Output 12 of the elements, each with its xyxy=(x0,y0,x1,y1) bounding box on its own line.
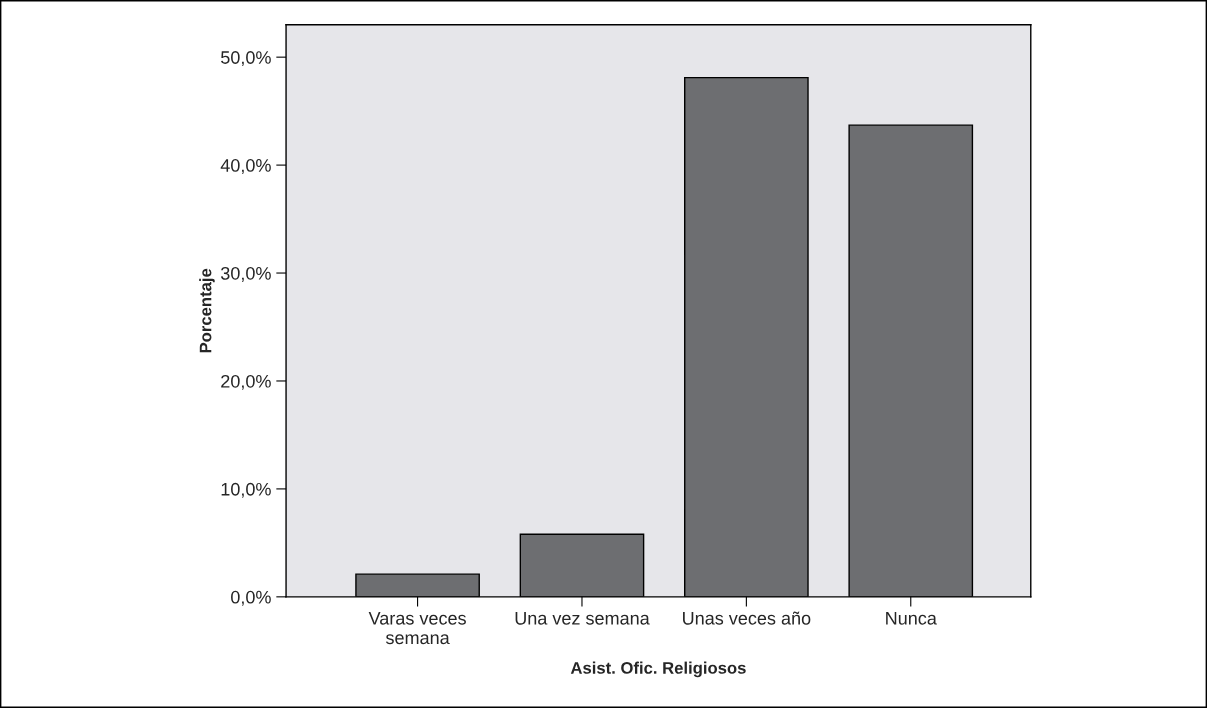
y-tick-label: 20,0% xyxy=(221,374,271,390)
y-axis-title: Porcentaje xyxy=(199,268,215,353)
y-tick-label: 40,0% xyxy=(220,159,271,174)
x-axis-title: Asist. Ofic. Religiosos xyxy=(570,661,746,678)
x-tick-label: Nunca xyxy=(886,612,937,625)
x-tick-label: Unas veces año xyxy=(683,611,811,625)
x-tick-label: Varas veces semana xyxy=(368,612,466,645)
y-tick-label: 50,0% xyxy=(221,51,271,67)
y-tick-label: 0,0% xyxy=(231,590,271,606)
x-tick-label: Una vez semana xyxy=(515,612,650,625)
y-tick-label: 10,0% xyxy=(221,482,271,498)
y-tick-label: 30,0% xyxy=(220,266,271,282)
